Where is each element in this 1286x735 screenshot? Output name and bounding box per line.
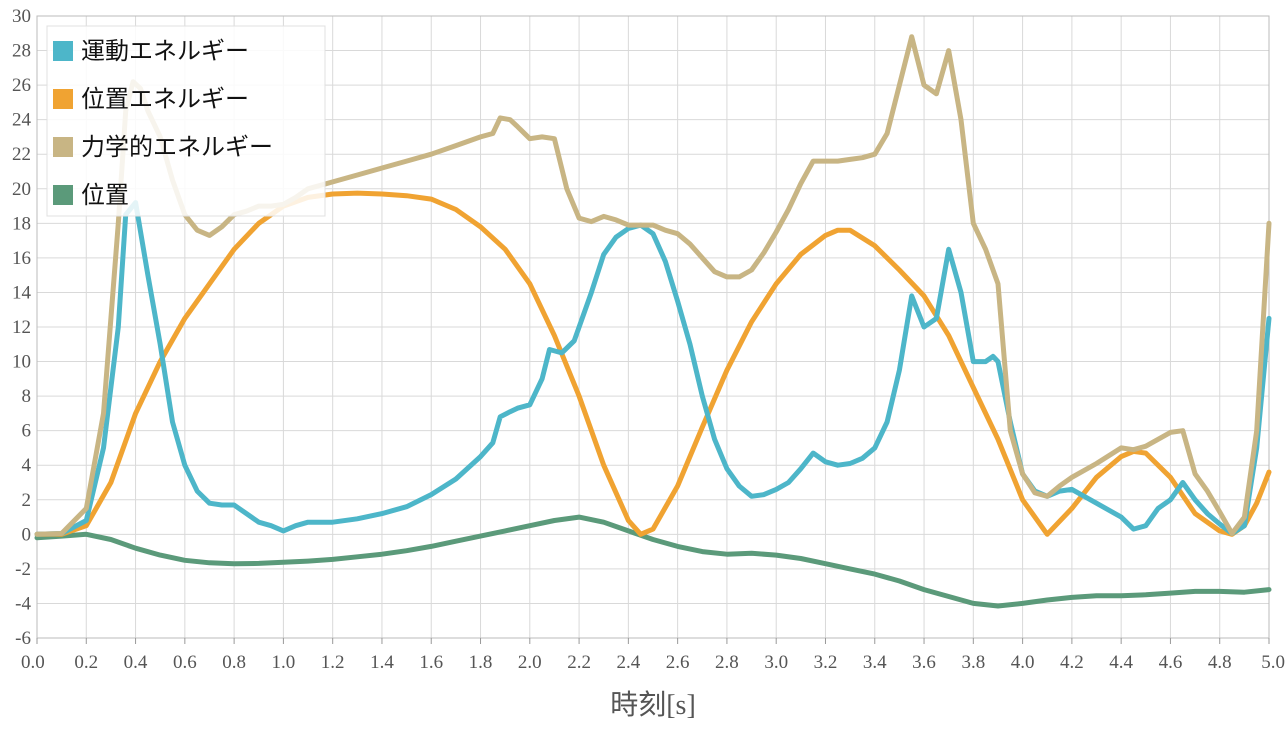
legend-label: 位置: [81, 181, 129, 209]
legend-swatch: [53, 89, 73, 109]
x-tick-label: 4.8: [1208, 652, 1232, 673]
x-tick-label: 2.8: [715, 652, 739, 673]
y-tick-label: 18: [12, 213, 31, 234]
y-tick-label: 16: [12, 248, 31, 269]
x-tick-label: 0.4: [124, 652, 148, 673]
y-tick-label: -4: [15, 593, 31, 614]
x-axis-title: 時刻[s]: [610, 689, 696, 721]
legend-label: 位置エネルギー: [81, 85, 249, 113]
x-tick-label: 1.4: [370, 652, 394, 673]
y-tick-label: 28: [12, 41, 31, 62]
y-tick-label: 12: [12, 317, 31, 338]
legend-box: [46, 25, 326, 217]
legend-swatch: [53, 185, 73, 205]
x-tick-label: 4.4: [1109, 652, 1133, 673]
y-tick-label: 10: [12, 352, 31, 373]
y-tick-label: 20: [12, 179, 31, 200]
x-tick-label: 2.6: [666, 652, 690, 673]
x-tick-label: 2.2: [567, 652, 591, 673]
series-line-3: [34, 514, 1272, 609]
y-tick-label: 24: [12, 110, 32, 131]
x-tick-label: 1.0: [272, 652, 296, 673]
y-tick-label: 26: [12, 75, 31, 96]
series-line-0: [34, 200, 1272, 537]
y-tick-label: 6: [22, 421, 32, 442]
x-tick-label: 3.6: [912, 652, 936, 673]
legend-label: 運動エネルギー: [81, 37, 249, 65]
x-tick-label: 3.4: [863, 652, 887, 673]
x-tick-label: 4.0: [1011, 652, 1035, 673]
x-tick-label: 1.6: [419, 652, 443, 673]
x-tick-label: 1.2: [321, 652, 345, 673]
y-tick-label: -2: [15, 559, 31, 580]
x-tick-label: 5.0: [1261, 652, 1285, 673]
series-line-1: [34, 190, 1272, 537]
x-tick-label: 4.2: [1060, 652, 1084, 673]
x-tick-label: 4.6: [1159, 652, 1183, 673]
x-axis-ticks: 0.0 0.2 0.4 0.6 0.8 1.0 1.2 1.4 1.6 1.8 2.0 2.2 2.4 2…: [21, 638, 1285, 673]
y-tick-label: 4: [22, 455, 32, 476]
x-tick-label: 1.8: [469, 652, 493, 673]
y-tick-label: 30: [12, 6, 31, 27]
x-tick-label: 3.2: [814, 652, 838, 673]
x-tick-label: 3.8: [961, 652, 985, 673]
x-tick-label: 0.2: [74, 652, 98, 673]
y-tick-label: 2: [22, 490, 32, 511]
x-tick-label: 0.0: [21, 652, 45, 673]
y-tick-label: 8: [22, 386, 32, 407]
y-tick-label: 0: [22, 524, 32, 545]
x-tick-label: 3.0: [764, 652, 788, 673]
x-tick-label: 2.4: [616, 652, 640, 673]
y-tick-label: 14: [12, 282, 32, 303]
legend-swatch: [53, 137, 73, 157]
legend-swatch: [53, 41, 73, 61]
legend-label: 力学的エネルギー: [81, 133, 273, 161]
y-tick-label: 22: [12, 144, 31, 165]
x-tick-label: 0.6: [173, 652, 197, 673]
y-tick-label: -6: [15, 628, 31, 649]
x-tick-label: 2.0: [518, 652, 542, 673]
x-tick-label: 0.8: [222, 652, 246, 673]
